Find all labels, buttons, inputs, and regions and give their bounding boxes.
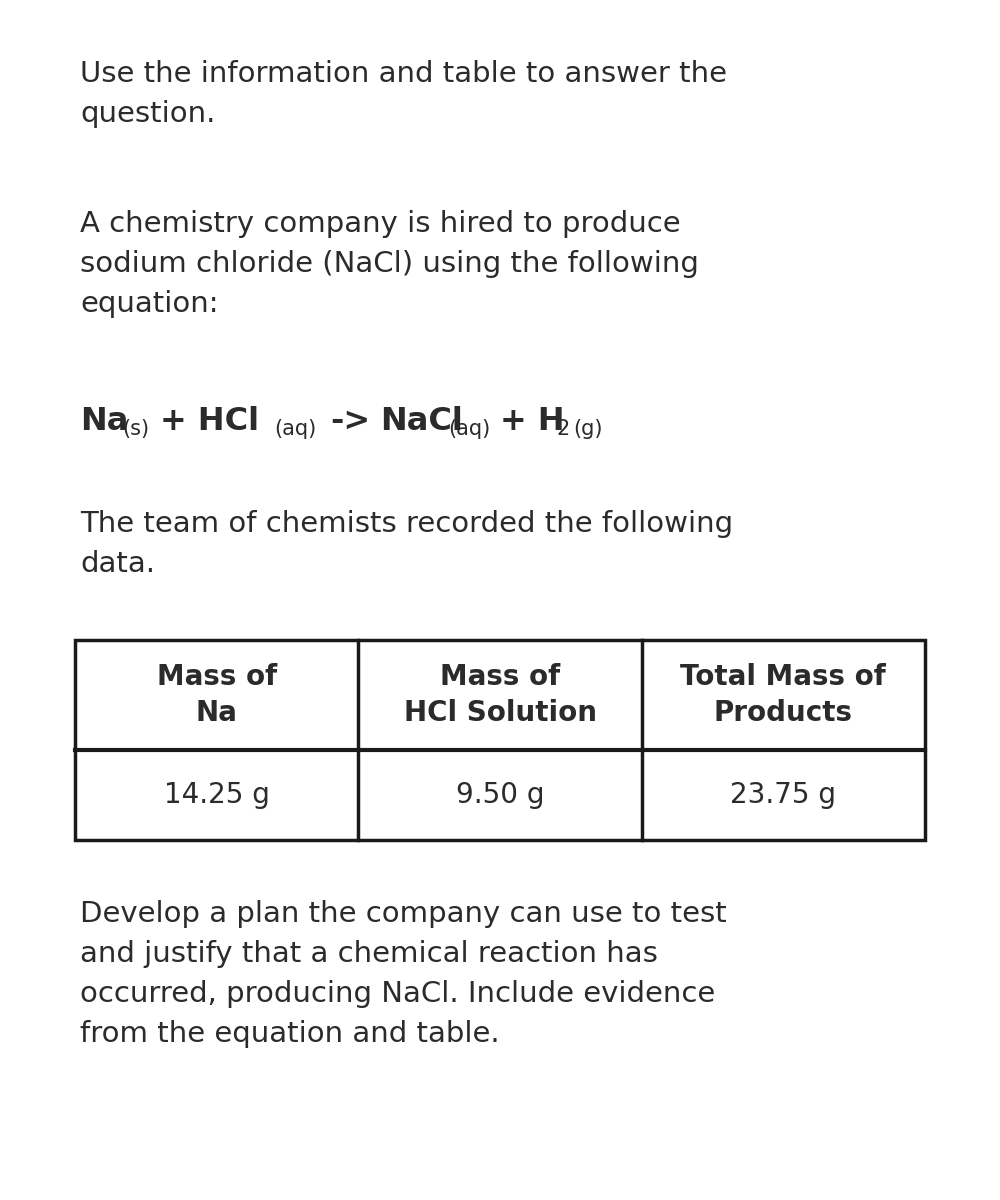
- Bar: [75, 640, 925, 840]
- Text: + HCl: + HCl: [160, 406, 259, 437]
- Text: Mass of
Na: Mass of Na: [157, 662, 277, 727]
- Text: ->: ->: [330, 406, 370, 437]
- Text: (g): (g): [573, 419, 602, 439]
- Text: NaCl: NaCl: [380, 406, 463, 437]
- Text: Total Mass of
Products: Total Mass of Products: [680, 662, 886, 727]
- Text: Develop a plan the company can use to test
and justify that a chemical reaction : Develop a plan the company can use to te…: [80, 900, 727, 1049]
- Text: 23.75 g: 23.75 g: [730, 781, 836, 809]
- Text: The team of chemists recorded the following
data.: The team of chemists recorded the follow…: [80, 510, 733, 578]
- Text: 2: 2: [557, 419, 570, 439]
- Text: Mass of
HCl Solution: Mass of HCl Solution: [404, 662, 596, 727]
- Text: 14.25 g: 14.25 g: [164, 781, 270, 809]
- Text: (aq): (aq): [274, 419, 316, 439]
- Text: + H: + H: [500, 406, 565, 437]
- Text: (aq): (aq): [448, 419, 490, 439]
- Text: Use the information and table to answer the
question.: Use the information and table to answer …: [80, 60, 727, 128]
- Text: 9.50 g: 9.50 g: [456, 781, 544, 809]
- Text: (s): (s): [122, 419, 149, 439]
- Text: Na: Na: [80, 406, 128, 437]
- Text: A chemistry company is hired to produce
sodium chloride (NaCl) using the followi: A chemistry company is hired to produce …: [80, 210, 699, 318]
